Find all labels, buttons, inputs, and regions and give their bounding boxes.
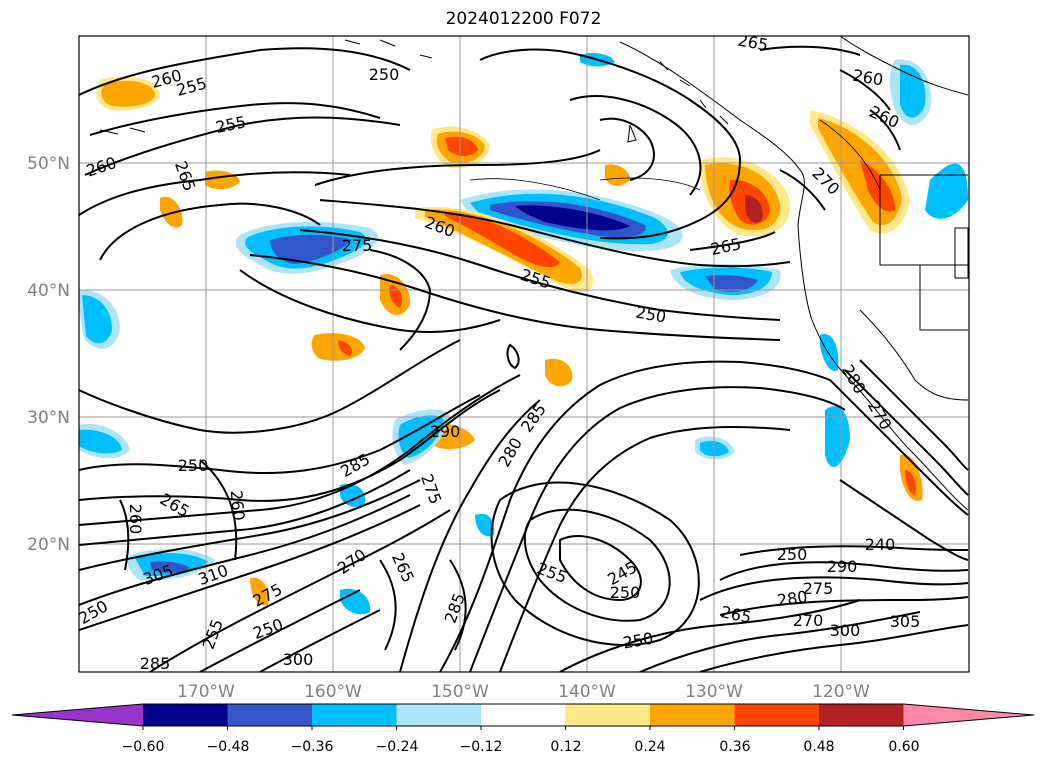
- coastlines: [99, 36, 969, 511]
- colorbar-tick-label: −0.24: [376, 739, 419, 755]
- contour-label: 240: [865, 535, 896, 554]
- contour-label: 260: [126, 504, 145, 535]
- colorbar-tick-label: 0.48: [803, 739, 834, 755]
- colorbar-swatch: [481, 704, 566, 726]
- colorbar-tick-label: −0.12: [460, 739, 503, 755]
- thin-contours: [469, 119, 881, 201]
- lon-label: 130°W: [685, 682, 743, 702]
- contour-label: 285: [140, 654, 171, 673]
- colorbar-tick-label: −0.36: [291, 739, 334, 755]
- contour-label: 305: [890, 612, 921, 631]
- contour-label: 290: [430, 422, 461, 441]
- lat-label: 40°N: [27, 281, 70, 301]
- contour-label: 250: [369, 65, 400, 84]
- colorbar-extend-high: [903, 704, 1034, 726]
- colorbar-tick-label: 0.12: [550, 739, 581, 755]
- lat-label: 20°N: [27, 535, 70, 555]
- latitude-labels: 50°N 40°N 30°N 20°N: [27, 154, 70, 555]
- contour-label: 250: [777, 545, 808, 564]
- lon-label: 120°W: [812, 682, 870, 702]
- contour-labels: 260 255 250 265 255 260 265 260 275 260 …: [79, 31, 921, 673]
- lon-label: 140°W: [558, 682, 616, 702]
- contour-label: 300: [283, 650, 314, 669]
- contour-label: 250: [178, 456, 209, 475]
- colorbar-tick-label: 0.60: [888, 739, 919, 755]
- lon-label: 150°W: [431, 682, 489, 702]
- lat-label: 30°N: [27, 408, 70, 428]
- contour-label: 265: [736, 31, 769, 55]
- colorbar-swatch: [143, 704, 228, 726]
- contour-label: 290: [827, 557, 858, 576]
- colorbar: [11, 703, 1035, 730]
- contour-label: 275: [803, 579, 834, 598]
- longitude-labels: 170°W 160°W 150°W 140°W 130°W 120°W: [177, 682, 870, 702]
- contour-label: 280: [776, 587, 809, 610]
- colorbar-tick-label: −0.60: [122, 739, 165, 755]
- colorbar-swatch: [396, 704, 482, 726]
- colorbar-tick-labels: −0.60 −0.48 −0.36 −0.24 −0.12 0.12 0.24 …: [122, 739, 920, 755]
- map-area: 260 255 250 265 255 260 265 260 275 260 …: [79, 31, 969, 673]
- map-frame: [78, 35, 970, 673]
- lon-label: 170°W: [177, 682, 235, 702]
- shaded-field: [79, 52, 968, 615]
- map-title: 2024012200 F072: [445, 9, 602, 29]
- contour-label: 270: [793, 611, 824, 630]
- colorbar-tick-label: 0.36: [719, 739, 750, 755]
- colorbar-swatch: [227, 704, 313, 726]
- colorbar-swatch: [819, 704, 904, 726]
- contour-label: 275: [342, 236, 373, 255]
- colorbar-swatch: [650, 704, 735, 726]
- lat-label: 50°N: [27, 154, 70, 174]
- colorbar-tick-label: 0.24: [634, 739, 665, 755]
- colorbar-swatch: [565, 704, 651, 726]
- contour-label: 260: [227, 489, 249, 521]
- colorbar-tick-label: −0.48: [207, 739, 250, 755]
- contour-label: 300: [830, 621, 861, 640]
- graticule: [79, 36, 969, 672]
- lon-label: 160°W: [304, 682, 362, 702]
- colorbar-swatch: [312, 704, 397, 726]
- contour-label: 250: [610, 583, 641, 602]
- colorbar-extend-low: [12, 704, 143, 726]
- colorbar-swatch: [734, 704, 820, 726]
- height-contours: [79, 45, 969, 672]
